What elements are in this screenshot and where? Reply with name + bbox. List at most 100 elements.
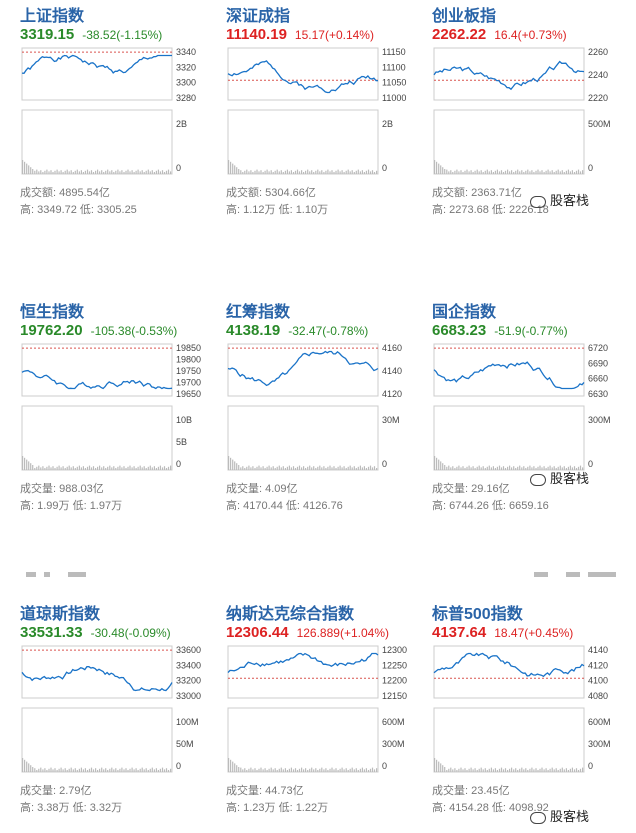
price-tick: 6720	[588, 343, 608, 353]
volume-tick: 0	[176, 163, 181, 173]
price-line	[433, 652, 585, 678]
last-price: 6683.23	[432, 322, 487, 339]
volume-tick: 30M	[382, 415, 400, 425]
volume-tick: 300M	[382, 739, 405, 749]
quote-row: 12306.44 126.889(+1.04%)	[226, 624, 389, 642]
index-card[interactable]: 上证指数 3319.15 -38.52(-1.15%) 3340 3320 3300 328…	[20, 2, 208, 222]
watermark: 股客栈	[530, 806, 589, 825]
quote-row: 11140.19 15.17(+0.14%)	[226, 26, 374, 44]
turnover-label: 成交量: 4.09亿	[226, 483, 298, 495]
index-title[interactable]: 恒生指数	[20, 304, 85, 321]
price-panel	[227, 343, 379, 397]
price-tick: 2260	[588, 47, 608, 57]
quote-row: 19762.20 -105.38(-0.53%)	[20, 322, 177, 340]
index-title[interactable]: 国企指数	[432, 304, 497, 321]
volume-panel	[227, 109, 379, 175]
volume-bars	[434, 758, 584, 772]
turnover-label: 成交量: 2.79亿	[20, 785, 92, 797]
price-line	[21, 369, 173, 390]
index-title[interactable]: 创业板指	[432, 8, 497, 25]
price-tick: 12300	[382, 645, 407, 655]
volume-panel	[21, 707, 173, 773]
volume-tick: 0	[588, 163, 593, 173]
high-low-label: 高: 1.23万 低: 1.22万	[226, 802, 329, 814]
index-title[interactable]: 深证成指	[226, 8, 291, 25]
last-price: 4138.19	[226, 322, 281, 339]
volume-tick: 600M	[588, 717, 611, 727]
volume-bars	[228, 456, 378, 470]
price-tick: 6690	[588, 358, 608, 368]
intraday-chart[interactable]: 12300 12250 12200 12150 600M 300M 0	[226, 600, 416, 780]
last-price: 19762.20	[20, 322, 83, 339]
index-card[interactable]: 深证成指 11140.19 15.17(+0.14%) 11150 11100 11050…	[226, 2, 414, 222]
turnover-label: 成交额: 4895.54亿	[20, 187, 110, 199]
intraday-chart[interactable]: 2260 2240 2220 500M 0	[432, 2, 622, 182]
turnover-label: 成交量: 23.45亿	[432, 785, 510, 797]
volume-panel	[433, 405, 585, 471]
volume-tick: 0	[176, 459, 181, 469]
quote-row: 2262.22 16.4(+0.73%)	[432, 26, 567, 44]
volume-tick: 300M	[588, 739, 611, 749]
price-tick: 19650	[176, 389, 201, 399]
index-title[interactable]: 标普500指数	[432, 606, 523, 623]
price-tick: 3300	[176, 78, 196, 88]
high-low-label: 高: 1.99万 低: 1.97万	[20, 500, 123, 512]
index-title[interactable]: 纳斯达克综合指数	[226, 606, 355, 623]
volume-bars	[22, 758, 172, 772]
index-card[interactable]: 国企指数 6683.23 -51.9(-0.77%) 6720 6690 6660 6630…	[432, 298, 620, 518]
volume-panel	[21, 405, 173, 471]
price-change: -51.9(-0.77%)	[494, 324, 568, 338]
index-card[interactable]: 创业板指 2262.22 16.4(+0.73%) 2260 2240 2220 500M 0…	[432, 2, 620, 222]
volume-panel	[227, 405, 379, 471]
index-card[interactable]: 标普500指数 4137.64 18.47(+0.45%) 4140 4120 4100 4…	[432, 600, 620, 820]
high-low-label: 高: 3349.72 低: 3305.25	[20, 204, 137, 216]
price-line	[227, 652, 379, 674]
volume-bars	[22, 160, 172, 174]
volume-tick: 0	[382, 163, 387, 173]
turnover-label: 成交量: 44.73亿	[226, 785, 304, 797]
index-title[interactable]: 道琼斯指数	[20, 606, 101, 623]
price-line	[433, 361, 585, 390]
section-divider	[0, 566, 636, 584]
price-panel	[227, 645, 379, 699]
last-price: 2262.22	[432, 26, 487, 43]
intraday-chart[interactable]: 6720 6690 6660 6630 300M 0	[432, 298, 622, 478]
price-panel	[21, 47, 173, 101]
high-low-label: 高: 6744.26 低: 6659.16	[432, 500, 549, 512]
price-tick: 3320	[176, 62, 196, 72]
turnover-label: 成交额: 2363.71亿	[432, 187, 522, 199]
intraday-chart[interactable]: 33600 33400 33200 33000 100M 50M 0	[20, 600, 210, 780]
volume-tick: 500M	[588, 119, 611, 129]
quote-row: 4137.64 18.47(+0.45%)	[432, 624, 573, 642]
price-change: -105.38(-0.53%)	[90, 324, 178, 338]
watermark: 股客栈	[530, 468, 589, 487]
quote-row: 4138.19 -32.47(-0.78%)	[226, 322, 368, 340]
index-title[interactable]: 红筹指数	[226, 304, 291, 321]
high-low-label: 高: 4170.44 低: 4126.76	[226, 500, 343, 512]
intraday-chart[interactable]: 4140 4120 4100 4080 600M 300M 0	[432, 600, 622, 780]
price-change: 18.47(+0.45%)	[494, 626, 574, 640]
price-tick: 12250	[382, 660, 407, 670]
index-card[interactable]: 恒生指数 19762.20 -105.38(-0.53%) 19850 19800 197…	[20, 298, 208, 518]
price-tick: 19850	[176, 343, 201, 353]
volume-tick: 2B	[176, 119, 187, 129]
volume-tick: 300M	[588, 415, 611, 425]
index-card[interactable]: 红筹指数 4138.19 -32.47(-0.78%) 4160 4140 4120 30M…	[226, 298, 414, 518]
price-line	[227, 350, 379, 387]
price-panel	[227, 47, 379, 101]
high-low-label: 高: 3.38万 低: 3.32万	[20, 802, 123, 814]
price-tick: 11000	[382, 93, 406, 103]
price-change: -38.52(-1.15%)	[82, 28, 163, 42]
intraday-chart[interactable]: 3340 3320 3300 3280 2B 0	[20, 2, 210, 182]
index-card[interactable]: 纳斯达克综合指数 12306.44 126.889(+1.04%) 12300 1225…	[226, 600, 414, 820]
intraday-chart[interactable]: 4160 4140 4120 30M 0	[226, 298, 416, 478]
price-panel	[21, 343, 173, 397]
volume-panel	[21, 109, 173, 175]
price-panel	[433, 645, 585, 699]
index-card[interactable]: 道琼斯指数 33531.33 -30.48(-0.09%) 33600 33400 332…	[20, 600, 208, 820]
price-panel	[433, 47, 585, 101]
index-title[interactable]: 上证指数	[20, 8, 85, 25]
quote-row: 33531.33 -30.48(-0.09%)	[20, 624, 171, 642]
intraday-chart[interactable]: 11150 11100 11050 11000 2B 0	[226, 2, 416, 182]
